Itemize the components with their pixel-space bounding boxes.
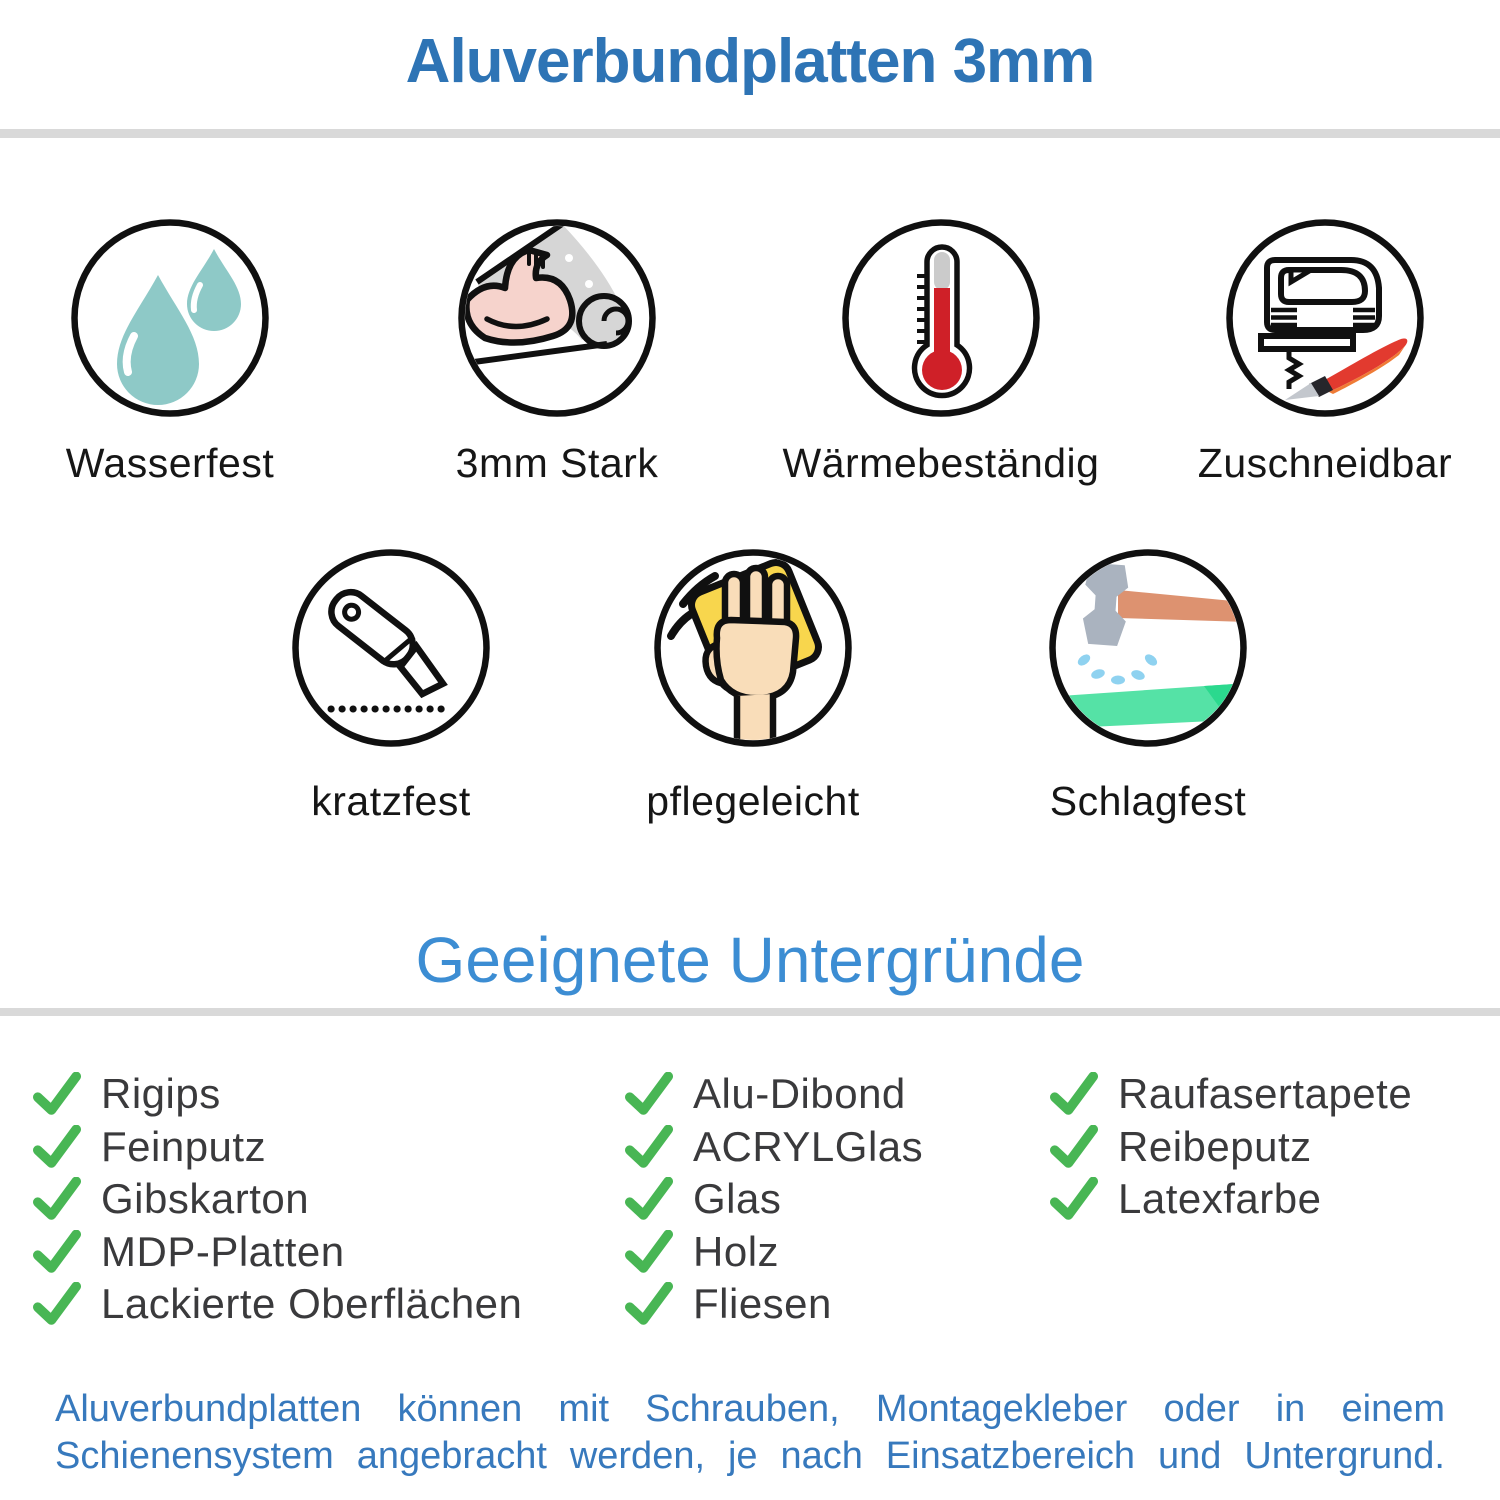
check-icon	[625, 1177, 673, 1221]
list-item: Alu-Dibond	[625, 1068, 923, 1121]
feature-3mm-stark: 3mm Stark	[397, 218, 717, 487]
feature-schlagfest: Schlagfest	[988, 548, 1308, 825]
check-icon	[625, 1230, 673, 1274]
list-item: Reibeputz	[1050, 1121, 1412, 1174]
list-item-label: Lackierte Oberflächen	[101, 1280, 523, 1328]
list-item: Raufasertapete	[1050, 1068, 1412, 1121]
list-item: Feinputz	[33, 1121, 522, 1174]
feature-kratzfest: kratzfest	[231, 548, 551, 825]
list-item-label: Rigips	[101, 1070, 221, 1118]
surface-list-column-3: Raufasertapete Reibeputz Latexfarbe	[1050, 1068, 1412, 1226]
check-icon	[1050, 1125, 1098, 1169]
surface-list-column-2: Alu-Dibond ACRYLGlas Glas Holz Fliesen	[625, 1068, 923, 1331]
check-icon	[1050, 1177, 1098, 1221]
list-item-label: MDP-Platten	[101, 1227, 345, 1275]
feature-label: Wasserfest	[65, 440, 275, 486]
divider-bar	[0, 1008, 1500, 1016]
list-item-label: Latexfarbe	[1118, 1175, 1322, 1223]
check-icon	[33, 1282, 81, 1326]
list-item-label: Gibskarton	[101, 1175, 310, 1223]
list-item: Gibskarton	[33, 1173, 522, 1226]
feature-label: pflegeleicht	[646, 778, 860, 824]
feature-zuschneidbar: Zuschneidbar	[1165, 218, 1485, 487]
list-item-label: Alu-Dibond	[693, 1070, 906, 1118]
list-item-label: Holz	[693, 1227, 780, 1275]
list-item-label: Glas	[693, 1175, 782, 1223]
list-item-label: Reibeputz	[1118, 1122, 1312, 1170]
check-icon	[33, 1177, 81, 1221]
list-item-label: Raufasertapete	[1118, 1070, 1413, 1118]
feature-label: Wärmebeständig	[782, 440, 1100, 486]
list-item-label: Feinputz	[101, 1122, 267, 1170]
list-item: MDP-Platten	[33, 1226, 522, 1279]
check-icon	[33, 1230, 81, 1274]
feature-label: 3mm Stark	[455, 440, 659, 486]
water-drops-icon	[71, 219, 269, 417]
page-title: Aluverbundplatten 3mm	[405, 27, 1096, 96]
hammer-impact-icon	[1049, 549, 1247, 747]
list-item: ACRYLGlas	[625, 1121, 923, 1174]
check-icon	[33, 1072, 81, 1116]
list-item-label: Fliesen	[693, 1280, 832, 1328]
list-item-label: ACRYLGlas	[693, 1122, 924, 1170]
feature-pflegeleicht: pflegeleicht	[593, 548, 913, 825]
hand-cloth-icon	[654, 549, 852, 747]
list-item: Fliesen	[625, 1278, 923, 1331]
feature-label: kratzfest	[311, 778, 471, 824]
bicep-panel-icon	[458, 219, 656, 417]
surface-list-column-1: Rigips Feinputz Gibskarton MDP-Platten L…	[33, 1068, 522, 1331]
feature-waermebestaendig: Wärmebeständig	[781, 218, 1101, 487]
footer-note: Aluverbundplatten können mit Schrauben, …	[55, 1386, 1445, 1480]
list-item: Latexfarbe	[1050, 1173, 1412, 1226]
thermometer-icon	[842, 219, 1040, 417]
check-icon	[625, 1125, 673, 1169]
check-icon	[625, 1072, 673, 1116]
divider-bar	[0, 129, 1500, 138]
list-item: Lackierte Oberflächen	[33, 1278, 522, 1331]
feature-wasserfest: Wasserfest	[10, 218, 330, 487]
feature-label: Zuschneidbar	[1197, 440, 1453, 486]
check-icon	[625, 1282, 673, 1326]
list-item: Rigips	[33, 1068, 522, 1121]
footer-line: Aluverbundplatten können mit Schrauben, …	[55, 1388, 1445, 1430]
feature-label: Schlagfest	[1049, 778, 1247, 824]
footer-line: Schienensystem angebracht werden, je nac…	[55, 1435, 1445, 1477]
check-icon	[1050, 1072, 1098, 1116]
list-item: Glas	[625, 1173, 923, 1226]
jigsaw-knife-icon	[1226, 219, 1424, 417]
section-title-untergruende: Geeignete Untergründe	[415, 924, 1085, 996]
list-item: Holz	[625, 1226, 923, 1279]
check-icon	[33, 1125, 81, 1169]
utility-knife-icon	[292, 549, 490, 747]
